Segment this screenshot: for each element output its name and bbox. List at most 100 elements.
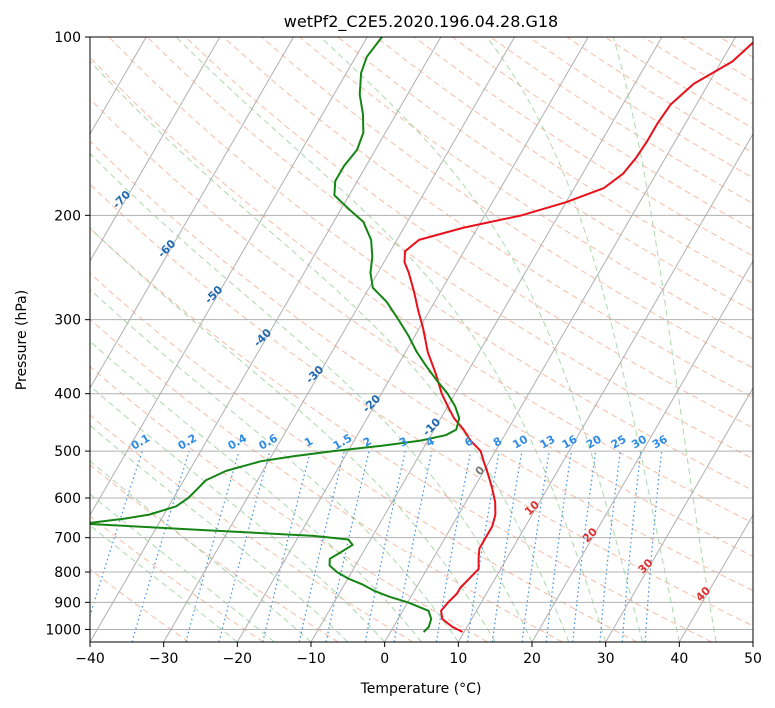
mixing-ratio-line	[491, 450, 523, 642]
moist-adiabat	[90, 152, 533, 642]
moist-adiabat	[90, 493, 275, 642]
x-tick-label: 50	[744, 651, 762, 667]
mixing-ratio-label: 16	[560, 432, 580, 451]
dry-adiabat	[337, 37, 753, 312]
dry-adiabat	[90, 56, 753, 524]
isotherm	[752, 641, 753, 642]
mixing-ratio-line	[364, 450, 406, 642]
isotherms	[0, 37, 753, 642]
isotherm	[605, 386, 753, 642]
isotherm	[90, 37, 442, 642]
moist-adiabats	[90, 37, 717, 642]
dry-adiabat	[90, 568, 190, 642]
dry-adiabat	[90, 318, 563, 642]
mixing-ratio-line	[572, 451, 597, 642]
moist-adiabat	[612, 37, 717, 642]
dry-adiabat	[90, 98, 753, 557]
y-tick-label: 300	[54, 313, 81, 329]
y-axis-ticks: 100 200 300 400 500 600 700 800 900 1000	[45, 30, 90, 638]
profile-series	[90, 37, 753, 633]
mixing-ratio-line	[218, 450, 271, 642]
mixing-ratio-label: 1	[302, 435, 315, 450]
mixing-ratio-label: 25	[609, 433, 629, 452]
mixing-ratio-line	[599, 451, 621, 642]
moist-adiabat	[319, 37, 643, 642]
dry-adiabat	[413, 37, 753, 257]
y-axis-label: Pressure (hPa)	[14, 290, 30, 390]
moist-adiabat	[486, 37, 680, 642]
y-tick-label: 700	[54, 531, 81, 547]
moist-adiabat-label: 20	[580, 525, 600, 545]
isotherm	[310, 37, 663, 642]
mixing-ratio-line	[644, 451, 663, 642]
isotherm-label: -80	[62, 144, 85, 167]
dry-adiabat	[90, 183, 753, 627]
x-tick-label: 30	[597, 651, 615, 667]
moist-adiabat	[90, 227, 496, 642]
mixing-ratio-line	[521, 451, 550, 642]
mixing-ratio-line	[466, 450, 500, 642]
isotherm	[678, 513, 753, 642]
dry-adiabat	[299, 37, 753, 340]
y-tick-label: 600	[54, 491, 81, 507]
mixing-ratio-line	[435, 450, 472, 642]
mixing-ratio-lines	[90, 450, 663, 642]
isotherm	[163, 37, 515, 642]
mixing-ratio-label: 0.6	[256, 431, 280, 452]
dry-adiabat	[184, 37, 753, 429]
y-tick-label: 800	[54, 565, 81, 581]
y-tick-label: 100	[54, 30, 81, 46]
moist-adiabat-label: 40	[693, 584, 713, 604]
dry-adiabat	[681, 37, 753, 82]
x-tick-label: 20	[523, 651, 541, 667]
dry-adiabat	[108, 37, 753, 492]
x-tick-label: −10	[296, 651, 326, 667]
dry-adiabat	[90, 140, 753, 592]
y-tick-label: 200	[54, 208, 81, 224]
mixing-ratio-line	[545, 451, 573, 642]
dry-adiabat	[261, 37, 753, 369]
dry-adiabat	[90, 515, 264, 642]
moist-adiabat-label: 10	[522, 498, 542, 518]
moist-adiabat	[90, 60, 570, 642]
dewpoint-line	[90, 37, 461, 633]
isotherm	[90, 37, 368, 516]
x-tick-label: −40	[75, 651, 105, 667]
temperature-line	[403, 41, 753, 633]
x-tick-label: −30	[149, 651, 179, 667]
mixing-ratio-line	[393, 450, 433, 642]
moist-adiabat	[175, 37, 607, 642]
mixing-ratio-label: 13	[538, 433, 558, 452]
isotherm	[236, 37, 589, 642]
mixing-ratio-label: 20	[584, 432, 604, 451]
isotherm-label: -90	[14, 100, 37, 123]
moist-adiabat	[90, 385, 386, 642]
mixing-ratio-label: 36	[650, 432, 670, 451]
isotherm	[90, 37, 294, 389]
isotherm	[457, 132, 753, 642]
isotherm	[0, 37, 73, 642]
mixing-ratio-label: 8	[491, 435, 504, 450]
mixing-ratio-label: 10	[510, 432, 530, 451]
isotherm	[384, 37, 736, 642]
x-axis-ticks: −40 −30 −20 −10 0 10 20 30 40 50	[75, 642, 762, 667]
y-tick-label: 900	[54, 595, 81, 611]
dry-adiabat	[90, 227, 712, 642]
mixing-ratio-label: 6	[462, 434, 475, 449]
isotherm	[531, 259, 753, 642]
x-tick-label: 40	[670, 651, 688, 667]
mixing-ratio-line	[262, 450, 312, 642]
mixing-ratio-label: 0.4	[226, 431, 250, 452]
moist-adiabat-label: 30	[636, 556, 656, 576]
moist-adiabat	[90, 424, 349, 642]
chart-title: wetPf2_C2E5.2020.196.04.28.G18	[284, 12, 558, 32]
mixing-ratio-line	[90, 450, 143, 618]
dry-adiabat	[90, 365, 488, 642]
moist-adiabat	[90, 288, 459, 642]
y-tick-label: 500	[54, 444, 81, 460]
pressure-gridlines	[90, 37, 753, 630]
plot-area: 0.10.20.40.611.52346810131620253036-100-…	[0, 37, 753, 642]
moist-adiabat	[90, 340, 422, 642]
mixing-ratio-line	[298, 450, 345, 642]
